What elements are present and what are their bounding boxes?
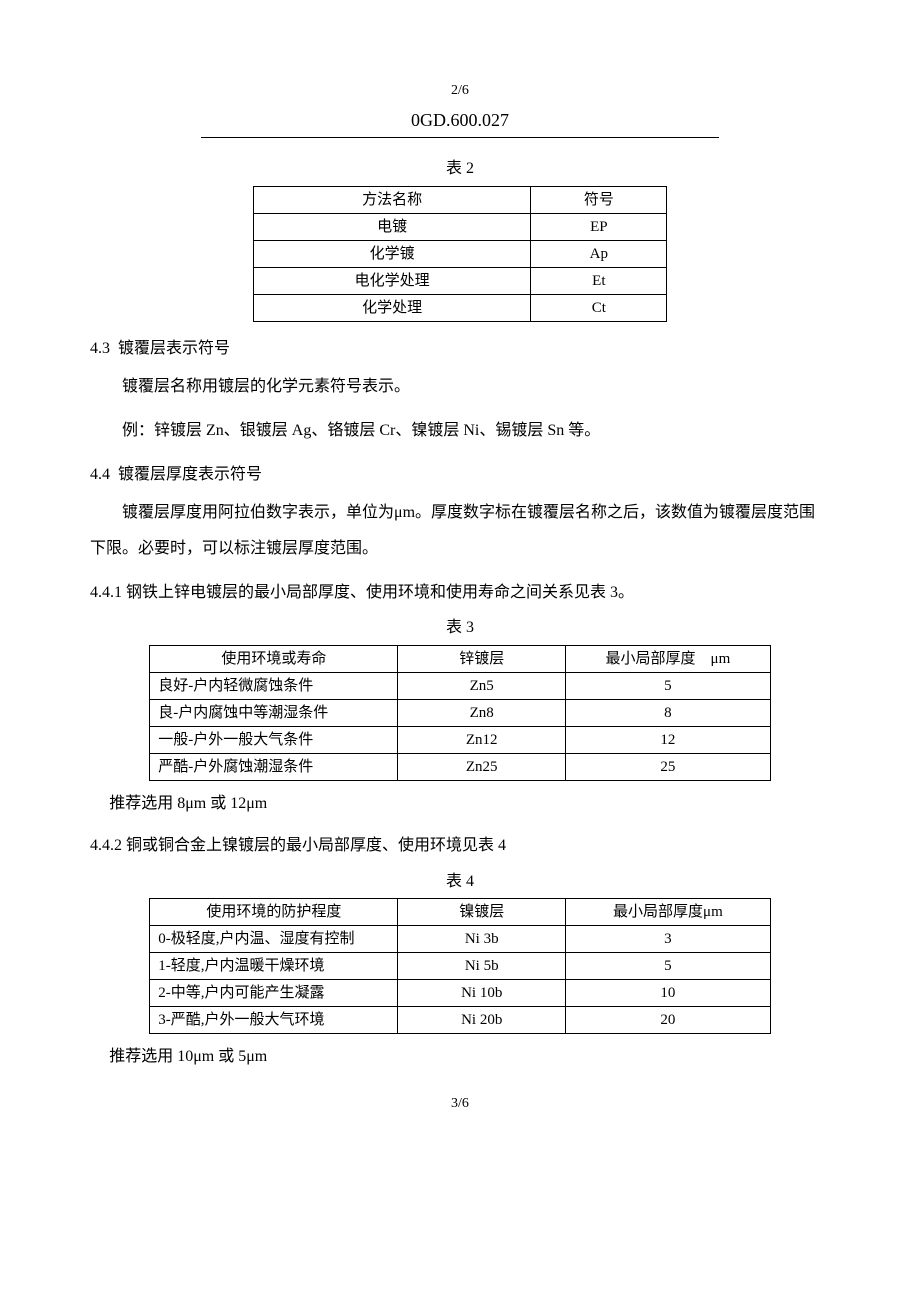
table-row: 严酷-户外腐蚀潮湿条件Zn2525	[150, 753, 771, 780]
table-header: 方法名称	[253, 186, 531, 213]
table-header: 最小局部厚度 μm	[565, 645, 770, 672]
table-row: 电化学处理Et	[253, 267, 666, 294]
table-header: 最小局部厚度μm	[565, 899, 770, 926]
document-code: 0GD.600.027	[201, 106, 719, 138]
table-header: 符号	[531, 186, 667, 213]
table-row: 电镀EP	[253, 213, 666, 240]
page-number-top: 2/6	[90, 80, 830, 102]
section-number: 4.3	[90, 340, 110, 357]
table3: 使用环境或寿命 锌镀层 最小局部厚度 μm 良好-户内轻微腐蚀条件Zn55 良-…	[149, 645, 771, 781]
table4: 使用环境的防护程度 镍镀层 最小局部厚度μm 0-极轻度,户内温、湿度有控制Ni…	[149, 898, 771, 1034]
page-number-bottom: 3/6	[90, 1093, 830, 1115]
table-row: 化学处理Ct	[253, 294, 666, 321]
paragraph: 例：锌镀层 Zn、银镀层 Ag、铬镀层 Cr、镍镀层 Ni、锡镀层 Sn 等。	[90, 413, 830, 448]
table-row: 良-户内腐蚀中等潮湿条件Zn88	[150, 699, 771, 726]
table-header: 镍镀层	[398, 899, 566, 926]
paragraph: 镀覆层厚度用阿拉伯数字表示，单位为μm。厚度数字标在镀覆层名称之后，该数值为镀覆…	[90, 495, 830, 565]
section-number: 4.4	[90, 466, 110, 483]
table-row: 一般-户外一般大气条件Zn1212	[150, 726, 771, 753]
table-row: 良好-户内轻微腐蚀条件Zn55	[150, 672, 771, 699]
section-title: 镀覆层表示符号	[118, 340, 230, 357]
table-row: 方法名称 符号	[253, 186, 666, 213]
table-header: 使用环境的防护程度	[150, 899, 398, 926]
table2-caption: 表 2	[90, 156, 830, 182]
table4-caption: 表 4	[90, 869, 830, 895]
section-title: 镀覆层厚度表示符号	[118, 466, 262, 483]
recommendation: 推荐选用 8μm 或 12μm	[109, 789, 830, 819]
section-4-4-1: 4.4.1 钢铁上锌电镀层的最小局部厚度、使用环境和使用寿命之间关系见表 3。	[90, 580, 830, 606]
table-row: 2-中等,户内可能产生凝露Ni 10b10	[150, 980, 771, 1007]
recommendation: 推荐选用 10μm 或 5μm	[109, 1042, 830, 1072]
paragraph: 镀覆层名称用镀层的化学元素符号表示。	[90, 369, 830, 404]
section-4-4-heading: 4.4 镀覆层厚度表示符号	[90, 462, 830, 488]
table-row: 1-轻度,户内温暖干燥环境Ni 5b5	[150, 953, 771, 980]
table-header: 锌镀层	[398, 645, 566, 672]
section-4-4-2: 4.4.2 铜或铜合金上镍镀层的最小局部厚度、使用环境见表 4	[90, 833, 830, 859]
table-row: 使用环境或寿命 锌镀层 最小局部厚度 μm	[150, 645, 771, 672]
section-4-3-heading: 4.3 镀覆层表示符号	[90, 336, 830, 362]
table-row: 0-极轻度,户内温、湿度有控制Ni 3b3	[150, 926, 771, 953]
table-row: 3-严酷,户外一般大气环境Ni 20b20	[150, 1007, 771, 1034]
table-row: 化学镀Ap	[253, 240, 666, 267]
table-row: 使用环境的防护程度 镍镀层 最小局部厚度μm	[150, 899, 771, 926]
table-header: 使用环境或寿命	[150, 645, 398, 672]
table2: 方法名称 符号 电镀EP 化学镀Ap 电化学处理Et 化学处理Ct	[253, 186, 667, 322]
table3-caption: 表 3	[90, 615, 830, 641]
